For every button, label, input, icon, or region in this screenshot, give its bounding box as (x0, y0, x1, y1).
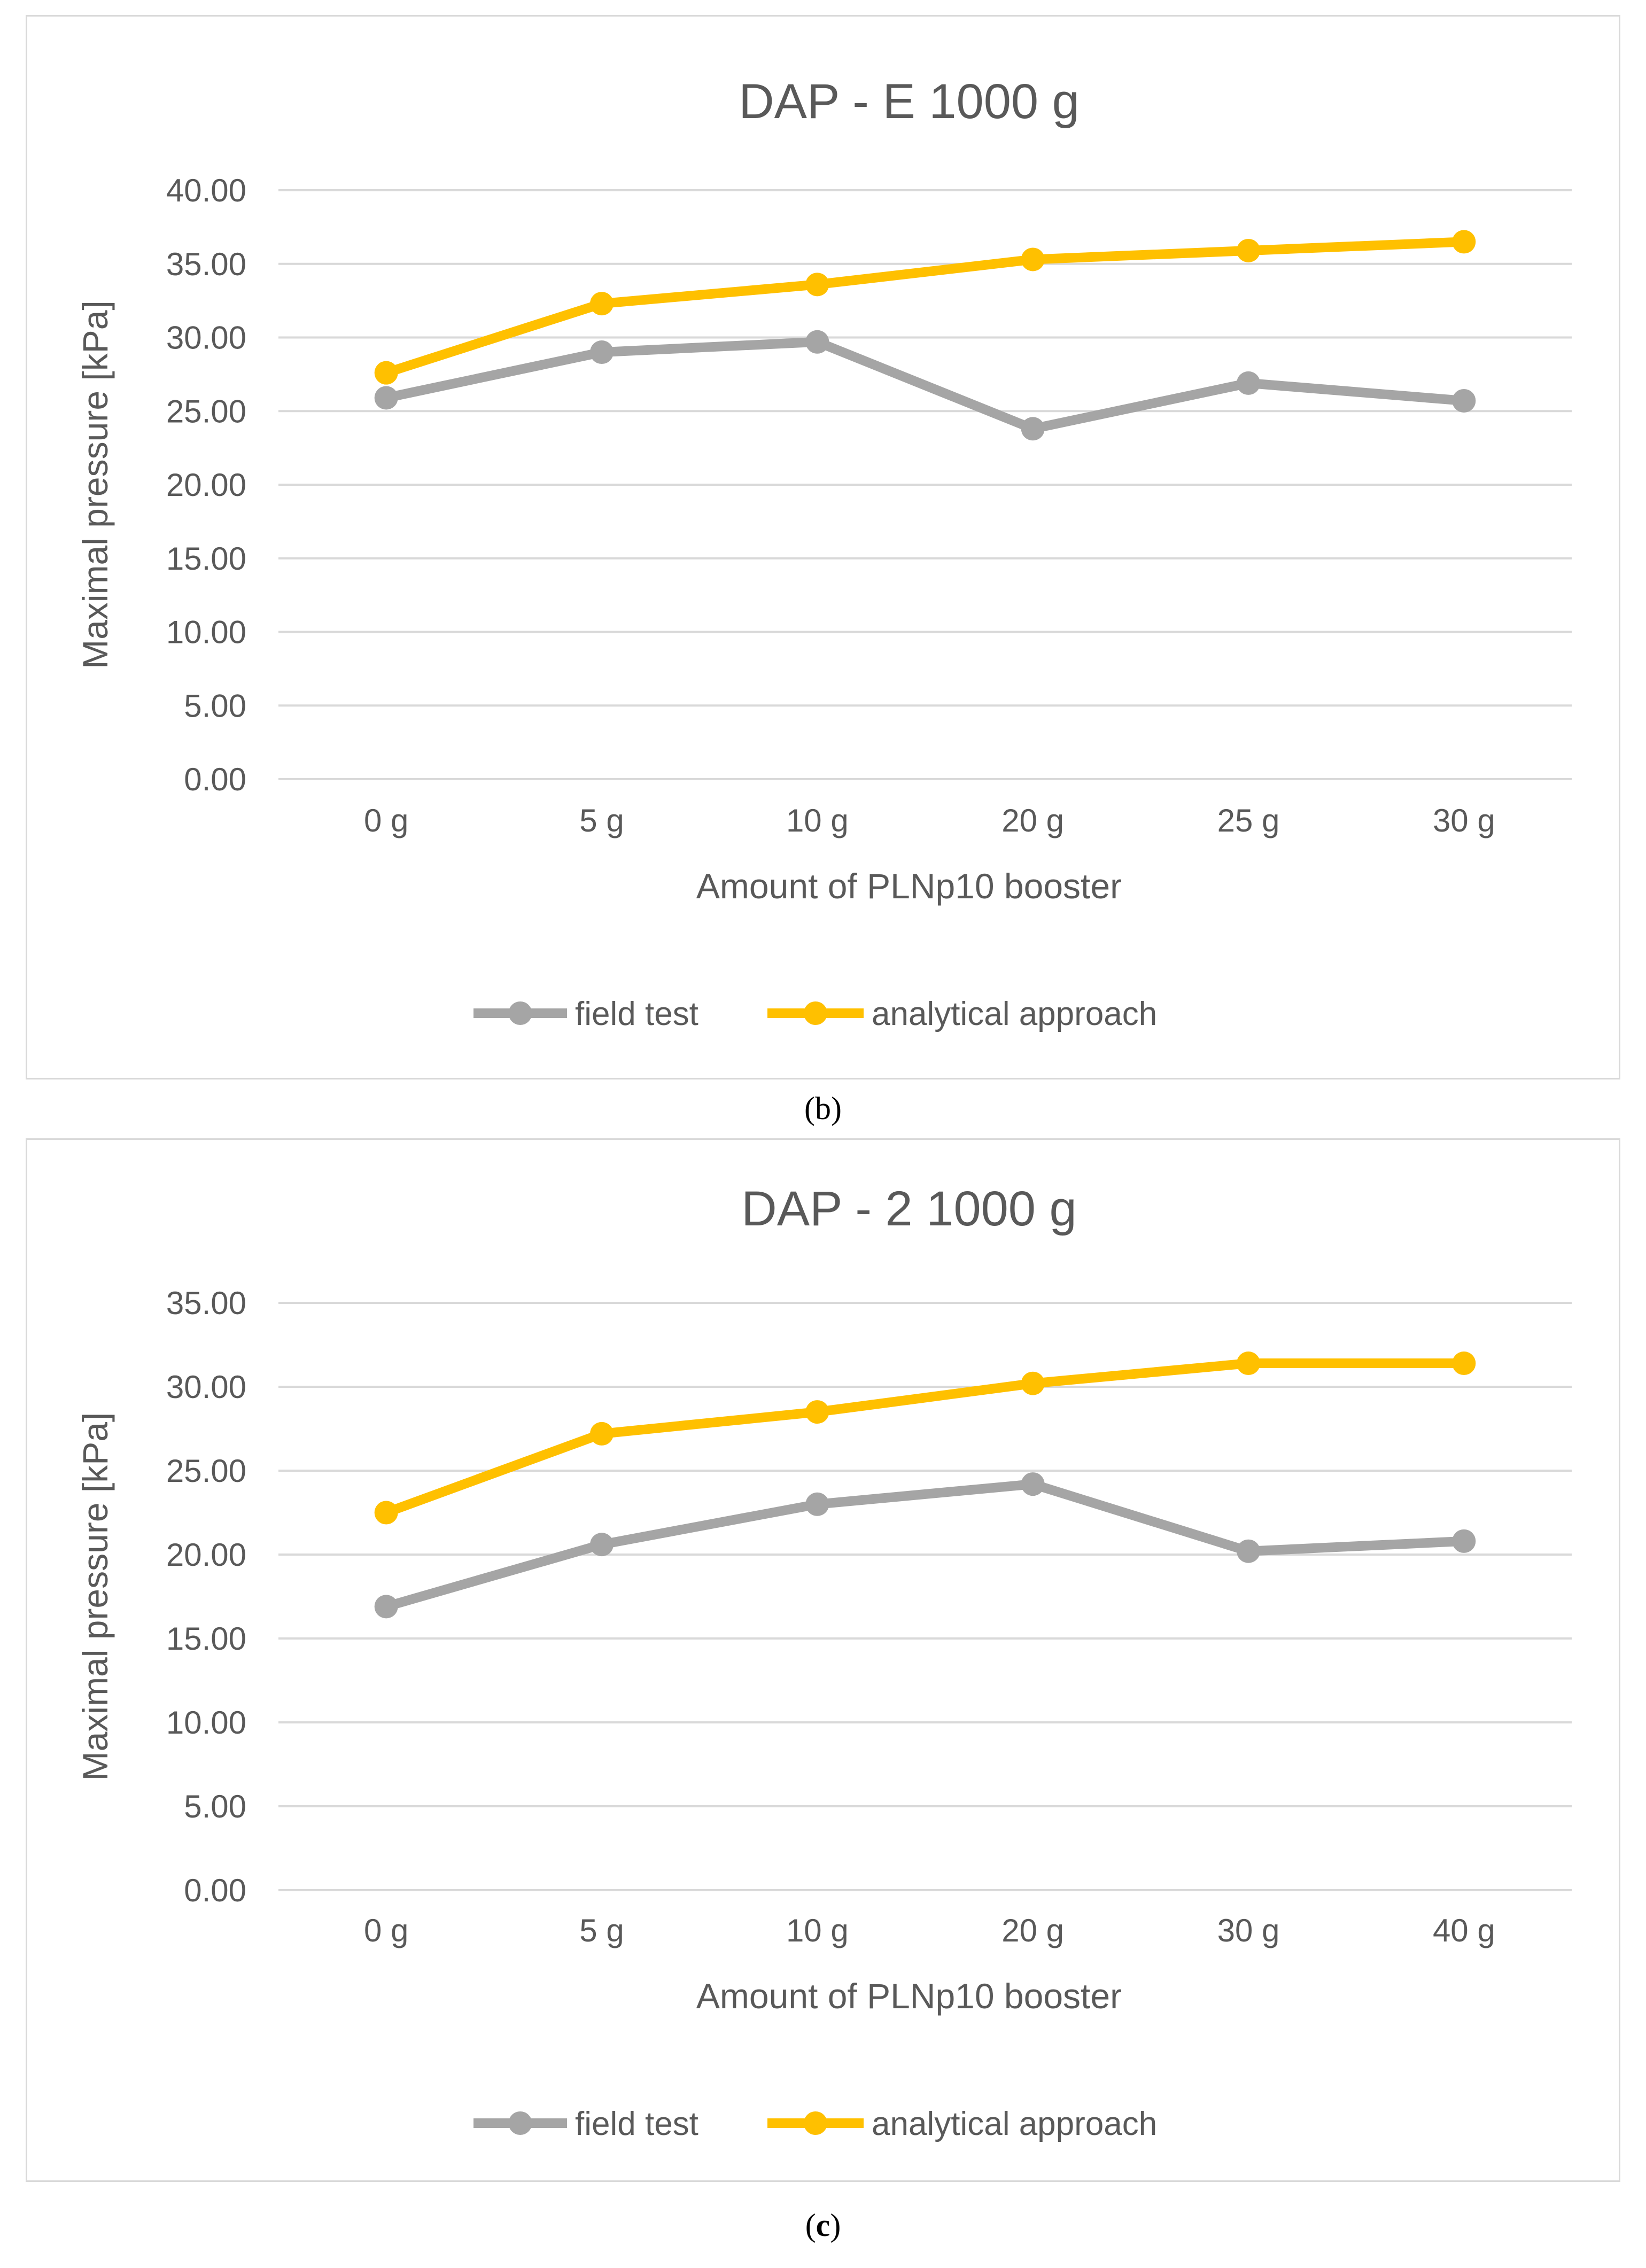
x-axis-title: Amount of PLNp10 booster (696, 1976, 1122, 2016)
y-tick-label: 15.00 (166, 1621, 246, 1657)
x-tick-label: 0 g (364, 803, 408, 838)
legend-swatch-marker (508, 2111, 532, 2135)
series-line-analytical-approach (381, 1358, 1469, 1518)
legend-swatch-marker (804, 1001, 827, 1025)
data-point-field-test (590, 340, 614, 364)
legend-item-field-test: field test (473, 2106, 698, 2142)
y-tick-labels: 0.00 5.00 10.00 15.00 20.00 25.00 30.00 35.00 (166, 1285, 246, 1908)
x-tick-label: 20 g (1001, 803, 1064, 838)
series-field-test (374, 330, 1476, 441)
data-point-analytical-approach (805, 1400, 829, 1424)
caption-b-open: ( (804, 1091, 815, 1126)
data-point-field-test (1452, 1529, 1476, 1553)
x-axis-title: Amount of PLNp10 booster (696, 866, 1122, 906)
caption-c-close: ) (830, 2208, 841, 2243)
x-tick-label: 5 g (579, 1913, 624, 1948)
data-point-analytical-approach (1452, 230, 1476, 254)
caption-b-letter: b (815, 1091, 831, 1126)
data-point-analytical-approach (374, 1501, 398, 1525)
y-tick-label: 35.00 (166, 1285, 246, 1321)
x-tick-labels: 0 g 5 g 10 g 20 g 25 g 30 g (364, 803, 1495, 838)
y-tick-label: 5.00 (184, 1789, 246, 1824)
y-tick-label: 30.00 (166, 1369, 246, 1405)
y-tick-label: 25.00 (166, 393, 246, 429)
chart-c: DAP - 2 1000 g 0.00 5.00 10.00 15.00 20.00 25.… (75, 1182, 1572, 2142)
chart-title: DAP - E 1000 g (739, 74, 1080, 129)
y-tick-label: 35.00 (166, 246, 246, 282)
legend-label: field test (575, 996, 698, 1032)
series-line-field-test (381, 1479, 1469, 1612)
data-point-field-test (1237, 371, 1260, 395)
x-tick-label: 10 g (786, 1913, 849, 1948)
data-point-analytical-approach (1021, 1371, 1045, 1395)
y-gridlines (278, 189, 1572, 780)
data-point-analytical-approach (1237, 238, 1260, 262)
y-gridlines (278, 1302, 1572, 1891)
legend-item-analytical-approach: analytical approach (767, 996, 1157, 1032)
x-tick-label: 10 g (786, 803, 849, 838)
y-tick-label: 20.00 (166, 1537, 246, 1573)
data-point-analytical-approach (590, 292, 614, 316)
legend-swatch-marker (508, 1001, 532, 1025)
legend-label: field test (575, 2106, 698, 2142)
x-tick-label: 20 g (1001, 1913, 1064, 1948)
y-tick-label: 25.00 (166, 1453, 246, 1489)
chart-panel-b: DAP - E 1000 g 0.00 5.00 10.00 15.00 20.00 25.… (26, 15, 1620, 1079)
y-tick-label: 10.00 (166, 1705, 246, 1741)
data-point-field-test (1237, 1539, 1260, 1563)
data-point-field-test (590, 1533, 614, 1557)
legend-label: analytical approach (872, 2106, 1157, 2142)
chart-panel-c: DAP - 2 1000 g 0.00 5.00 10.00 15.00 20.00 25.… (26, 1138, 1620, 2182)
legend-item-field-test: field test (473, 996, 698, 1032)
y-tick-label: 0.00 (184, 762, 246, 797)
data-point-analytical-approach (1237, 1352, 1260, 1376)
series-field-test (374, 1472, 1476, 1619)
y-tick-label: 10.00 (166, 615, 246, 650)
chart-b: DAP - E 1000 g 0.00 5.00 10.00 15.00 20.00 25.… (75, 74, 1572, 1032)
data-point-analytical-approach (1452, 1352, 1476, 1376)
legend-item-analytical-approach: analytical approach (767, 2106, 1157, 2142)
y-tick-label: 40.00 (166, 173, 246, 208)
data-point-analytical-approach (374, 361, 398, 385)
legend-swatch-marker (804, 2111, 827, 2135)
x-tick-label: 30 g (1217, 1913, 1280, 1948)
data-point-field-test (374, 386, 398, 410)
data-point-analytical-approach (590, 1422, 614, 1446)
x-tick-label: 25 g (1217, 803, 1280, 838)
data-point-field-test (805, 330, 829, 354)
caption-b-close: ) (831, 1091, 842, 1126)
chart-title: DAP - 2 1000 g (741, 1182, 1076, 1236)
data-point-field-test (805, 1492, 829, 1516)
y-tick-labels: 0.00 5.00 10.00 15.00 20.00 25.00 30.00 35.00 40… (166, 173, 246, 797)
legend-label: analytical approach (872, 996, 1157, 1032)
figure-caption-c: (c) (0, 2207, 1646, 2244)
y-axis-title: Maximal pressure [kPa] (75, 300, 115, 669)
figure-caption-b: (b) (0, 1090, 1646, 1127)
data-point-analytical-approach (1021, 247, 1045, 271)
data-point-field-test (374, 1595, 398, 1619)
x-tick-label: 30 g (1433, 803, 1495, 838)
y-tick-label: 15.00 (166, 541, 246, 577)
x-tick-label: 40 g (1433, 1913, 1495, 1948)
series-analytical-approach (374, 1352, 1476, 1525)
y-axis-title: Maximal pressure [kPa] (75, 1412, 115, 1781)
series-line-field-test (381, 337, 1469, 434)
data-point-field-test (1021, 417, 1045, 441)
x-tick-labels: 0 g 5 g 10 g 20 g 30 g 40 g (364, 1913, 1495, 1948)
x-tick-label: 0 g (364, 1913, 408, 1948)
data-point-field-test (1021, 1472, 1045, 1496)
y-tick-label: 30.00 (166, 320, 246, 356)
x-tick-label: 5 g (579, 803, 624, 838)
data-point-field-test (1452, 389, 1476, 413)
y-tick-label: 20.00 (166, 467, 246, 503)
caption-c-open: ( (805, 2208, 816, 2243)
y-tick-label: 5.00 (184, 688, 246, 724)
series-analytical-approach (374, 230, 1476, 385)
series-line-analytical-approach (381, 237, 1469, 378)
y-tick-label: 0.00 (184, 1873, 246, 1908)
data-point-analytical-approach (805, 273, 829, 297)
caption-c-letter: c (816, 2208, 830, 2243)
